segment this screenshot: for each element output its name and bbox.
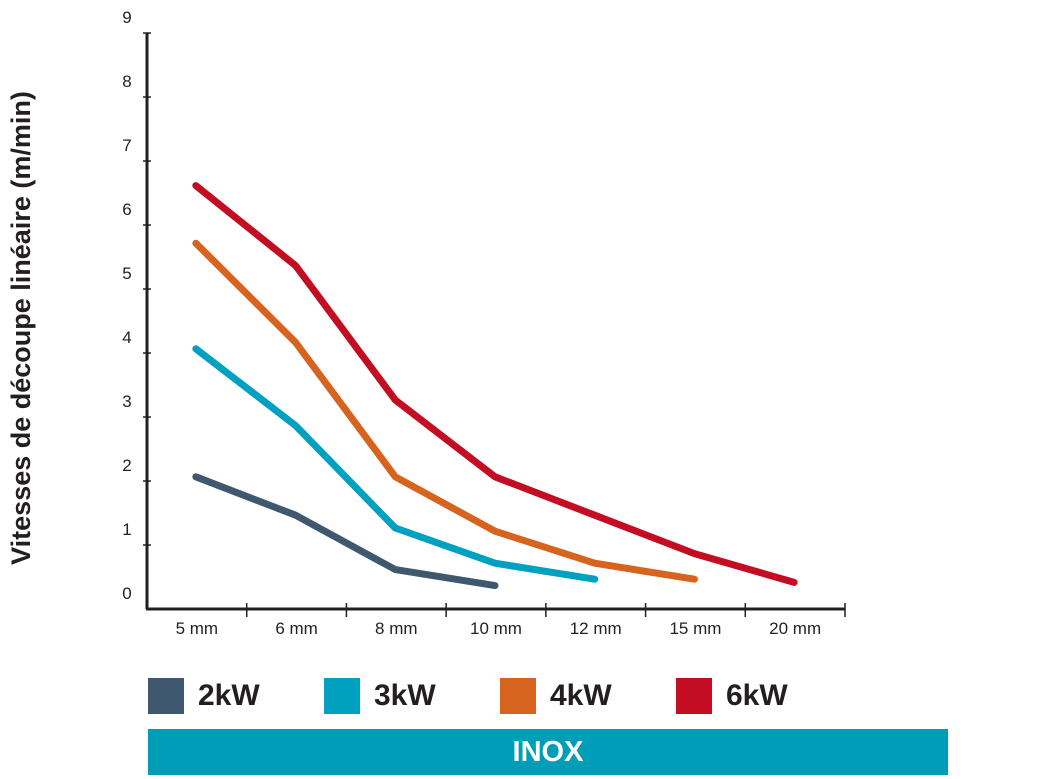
chart-canvas: Vitesses de découpe linéaire (m/min) 012… xyxy=(6,8,846,638)
x-tick-label: 6 mm xyxy=(275,619,318,638)
series-line-3kW xyxy=(192,345,599,583)
y-tick-label: 4 xyxy=(122,328,131,347)
legend-label: 3kW xyxy=(374,679,436,712)
series-lines xyxy=(192,182,798,590)
y-tick-label: 5 xyxy=(122,264,131,283)
y-tick-label: 6 xyxy=(122,200,131,219)
material-banner: INOX xyxy=(148,729,948,775)
series-line-2kW xyxy=(192,473,499,590)
material-banner-label: INOX xyxy=(512,735,584,768)
x-tick-label: 20 mm xyxy=(769,619,821,638)
legend-swatch xyxy=(676,678,712,714)
y-tick-label: 8 xyxy=(122,72,131,91)
y-tick-label: 9 xyxy=(122,8,131,27)
y-axis-title: Vitesses de découpe linéaire (m/min) xyxy=(6,91,36,565)
x-tick-label: 5 mm xyxy=(176,619,219,638)
legend-label: 6kW xyxy=(726,679,788,712)
y-tick-label: 2 xyxy=(122,456,131,475)
ticks: 0 1 2 3 4 5 6 7 8 9 5 mm 6 mm 8 mm 10 mm 12 mm 15 mm 20 … xyxy=(122,8,846,638)
legend-swatch xyxy=(324,678,360,714)
legend-label: 2kW xyxy=(198,679,260,712)
x-tick-label: 10 mm xyxy=(470,619,522,638)
x-tick-label: 12 mm xyxy=(570,619,622,638)
y-axis-title-group: Vitesses de découpe linéaire (m/min) xyxy=(6,91,36,565)
x-tick-label: 15 mm xyxy=(669,619,721,638)
y-tick-label: 1 xyxy=(122,520,131,539)
y-tick-label: 0 xyxy=(122,584,131,603)
series-line-6kW xyxy=(192,182,798,586)
series-line-4kW xyxy=(192,239,698,583)
y-tick-label: 7 xyxy=(122,136,131,155)
legend-swatch xyxy=(500,678,536,714)
y-tick-label: 3 xyxy=(122,392,131,411)
legend-swatch xyxy=(148,678,184,714)
legend-label: 4kW xyxy=(550,679,612,712)
x-tick-label: 8 mm xyxy=(375,619,418,638)
legend: 2kW 3kW 4kW 6kW xyxy=(148,678,948,714)
axes xyxy=(145,33,845,611)
